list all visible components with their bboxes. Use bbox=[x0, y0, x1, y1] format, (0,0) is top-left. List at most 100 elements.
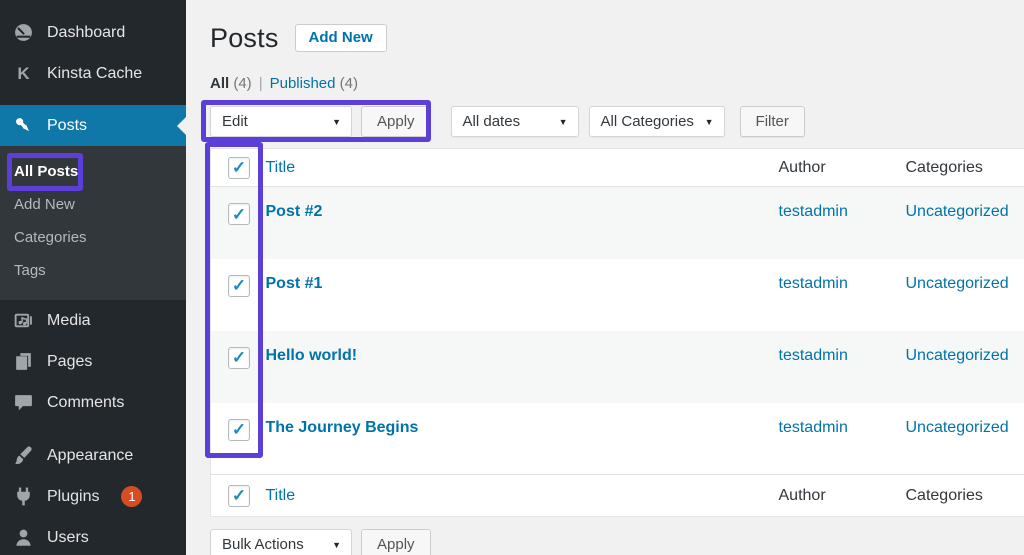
column-footer-title[interactable]: Title bbox=[265, 486, 296, 504]
view-published-link[interactable]: Published bbox=[269, 75, 336, 92]
dates-filter-select[interactable]: All dates ▼ bbox=[450, 106, 579, 137]
table-row: ✓ Post #2 testadmin Uncategorized bbox=[210, 186, 1024, 259]
post-category-link[interactable]: Uncategorized bbox=[905, 274, 1009, 292]
table-footer-row: ✓ Title Author Categories bbox=[210, 474, 1024, 517]
sidebar-item-add-new[interactable]: Add New bbox=[0, 188, 186, 221]
sidebar-item-users[interactable]: Users bbox=[0, 517, 186, 555]
check-icon: ✓ bbox=[231, 486, 247, 505]
post-category-link[interactable]: Uncategorized bbox=[905, 418, 1009, 436]
table-header-row: ✓ Title Author Categories bbox=[210, 148, 1024, 187]
paintbrush-icon bbox=[13, 445, 34, 466]
sidebar-item-appearance[interactable]: Appearance bbox=[0, 435, 186, 476]
sidebar-item-media[interactable]: Media bbox=[0, 300, 186, 341]
media-icon bbox=[13, 310, 34, 331]
sidebar-item-label: Users bbox=[47, 528, 89, 546]
sidebar-separator bbox=[0, 94, 186, 105]
chevron-down-icon: ▼ bbox=[332, 539, 341, 550]
post-author-link[interactable]: testadmin bbox=[778, 418, 848, 436]
posts-submenu: All Posts Add New Categories Tags bbox=[0, 146, 186, 300]
view-all-link[interactable]: All bbox=[210, 75, 230, 92]
column-footer-categories: Categories bbox=[905, 486, 983, 504]
post-author-link[interactable]: testadmin bbox=[778, 346, 848, 364]
column-header-title[interactable]: Title bbox=[265, 158, 296, 176]
categories-filter-value: All Categories bbox=[600, 113, 694, 130]
table-row: ✓ Hello world! testadmin Uncategorized bbox=[210, 330, 1024, 403]
post-title-link[interactable]: Post #2 bbox=[265, 203, 323, 220]
submenu-label: Tags bbox=[14, 262, 46, 279]
sidebar-item-pages[interactable]: Pages bbox=[0, 341, 186, 382]
sidebar-item-label: Comments bbox=[47, 393, 125, 411]
pages-icon bbox=[13, 351, 34, 372]
column-header-categories: Categories bbox=[905, 158, 983, 176]
submenu-label: All Posts bbox=[14, 163, 79, 180]
sidebar-item-plugins[interactable]: Plugins 1 bbox=[0, 476, 186, 517]
sidebar-item-categories[interactable]: Categories bbox=[0, 221, 186, 254]
post-category-link[interactable]: Uncategorized bbox=[905, 203, 1009, 220]
post-category-link[interactable]: Uncategorized bbox=[905, 346, 1009, 364]
kinsta-icon: K bbox=[17, 64, 30, 83]
admin-sidebar: Dashboard K Kinsta Cache Posts All Posts… bbox=[0, 0, 186, 555]
sidebar-item-posts[interactable]: Posts bbox=[0, 105, 186, 146]
sidebar-item-label: Plugins bbox=[47, 487, 100, 505]
post-views-filter: All (4) | Published (4) bbox=[210, 75, 1024, 93]
column-header-author: Author bbox=[778, 158, 826, 176]
plug-icon bbox=[13, 486, 34, 507]
sidebar-item-all-posts[interactable]: All Posts bbox=[0, 155, 186, 188]
check-icon: ✓ bbox=[231, 276, 247, 295]
bulk-action-value: Bulk Actions bbox=[222, 536, 304, 553]
sidebar-item-label: Posts bbox=[47, 116, 88, 134]
filter-button[interactable]: Filter bbox=[739, 106, 805, 137]
main-content: Posts Add New All (4) | Published (4) Edit… bbox=[186, 0, 1024, 555]
chevron-down-icon: ▼ bbox=[704, 116, 714, 127]
dates-filter-value: All dates bbox=[462, 113, 521, 130]
apply-button-bottom[interactable]: Apply bbox=[361, 529, 431, 555]
submenu-label: Add New bbox=[14, 196, 75, 213]
user-icon bbox=[13, 527, 34, 548]
view-separator: | bbox=[258, 75, 263, 92]
post-title-link[interactable]: The Journey Begins bbox=[265, 418, 419, 436]
post-author-link[interactable]: testadmin bbox=[778, 203, 848, 220]
row-checkbox[interactable]: ✓ bbox=[228, 274, 250, 297]
sidebar-item-dashboard[interactable]: Dashboard bbox=[0, 12, 186, 53]
select-all-checkbox-bottom[interactable]: ✓ bbox=[228, 484, 250, 507]
categories-filter-select[interactable]: All Categories ▼ bbox=[588, 106, 725, 137]
sidebar-item-comments[interactable]: Comments bbox=[0, 382, 186, 423]
table-row: ✓ The Journey Begins testadmin Uncategor… bbox=[211, 403, 1024, 475]
sidebar-item-tags[interactable]: Tags bbox=[0, 254, 186, 287]
column-footer-author: Author bbox=[778, 486, 826, 504]
select-all-checkbox[interactable]: ✓ bbox=[228, 156, 250, 179]
add-new-button[interactable]: Add New bbox=[294, 23, 387, 53]
check-icon: ✓ bbox=[231, 204, 247, 224]
bulk-action-value: Edit bbox=[222, 113, 248, 130]
bulk-action-select-bottom[interactable]: Bulk Actions ▼ bbox=[210, 529, 352, 555]
pushpin-icon bbox=[13, 115, 34, 136]
submenu-label: Categories bbox=[14, 229, 87, 246]
sidebar-item-label: Kinsta Cache bbox=[47, 64, 143, 82]
row-checkbox[interactable]: ✓ bbox=[228, 418, 250, 441]
row-checkbox[interactable]: ✓ bbox=[228, 346, 250, 369]
sidebar-item-label: Media bbox=[47, 311, 91, 329]
posts-table: ✓ Title Author Categories ✓ Post #2 test… bbox=[210, 148, 1024, 517]
update-count-badge: 1 bbox=[121, 486, 143, 507]
view-published-count: (4) bbox=[339, 75, 358, 92]
dashboard-icon bbox=[13, 22, 34, 43]
post-title-link[interactable]: Post #1 bbox=[265, 274, 323, 292]
table-row: ✓ Post #1 testadmin Uncategorized bbox=[211, 259, 1024, 331]
row-checkbox[interactable]: ✓ bbox=[228, 203, 250, 225]
bulk-actions-bar-top: Edit ▼ Apply All dates ▼ All Categories … bbox=[210, 106, 1024, 148]
view-all-count: (4) bbox=[233, 75, 252, 92]
bulk-action-select[interactable]: Edit ▼ bbox=[210, 106, 352, 137]
bulk-actions-bar-bottom: Bulk Actions ▼ Apply bbox=[210, 529, 1024, 555]
chevron-down-icon: ▼ bbox=[558, 116, 568, 127]
check-icon: ✓ bbox=[231, 348, 247, 367]
check-icon: ✓ bbox=[231, 158, 247, 177]
sidebar-item-kinsta-cache[interactable]: K Kinsta Cache bbox=[0, 53, 186, 94]
apply-button-top[interactable]: Apply bbox=[361, 106, 431, 137]
check-icon: ✓ bbox=[231, 420, 247, 439]
sidebar-item-label: Dashboard bbox=[47, 23, 126, 41]
sidebar-item-label: Pages bbox=[47, 352, 93, 370]
page-title: Posts bbox=[210, 22, 279, 53]
sidebar-item-label: Appearance bbox=[47, 446, 134, 464]
post-title-link[interactable]: Hello world! bbox=[265, 346, 358, 364]
post-author-link[interactable]: testadmin bbox=[778, 274, 848, 292]
